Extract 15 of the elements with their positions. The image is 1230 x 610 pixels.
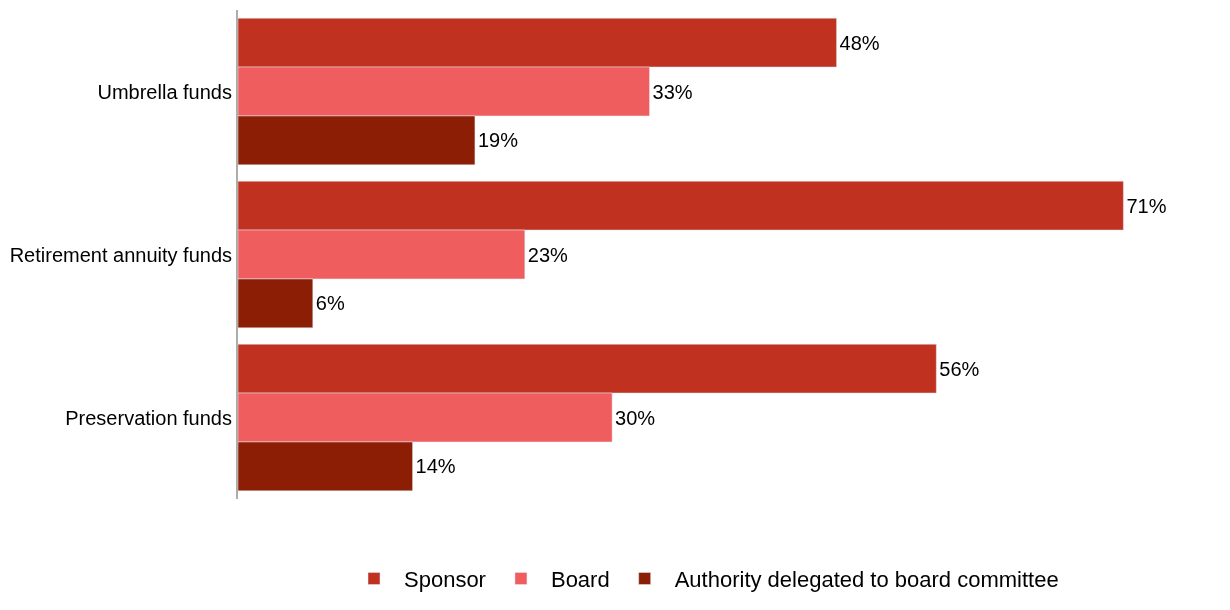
data-label: 33% <box>652 80 693 103</box>
y-tick-label: Retirement annuity funds <box>9 243 232 266</box>
data-label: 14% <box>415 455 456 478</box>
y-tick-label: Umbrella funds <box>97 80 232 103</box>
data-label: 23% <box>527 243 569 266</box>
legend-label: Authority delegated to board committee <box>674 567 1059 593</box>
data-label: 56% <box>939 357 980 380</box>
data-label: 19% <box>477 129 519 152</box>
y-tick-label: Preservation funds <box>65 406 232 429</box>
legend-label: Sponsor <box>404 567 486 593</box>
data-label: 48% <box>839 31 880 54</box>
data-label: 71% <box>1126 194 1167 217</box>
data-label: 6% <box>315 292 345 315</box>
legend-label: Board <box>550 567 610 593</box>
data-label: 30% <box>615 406 656 429</box>
